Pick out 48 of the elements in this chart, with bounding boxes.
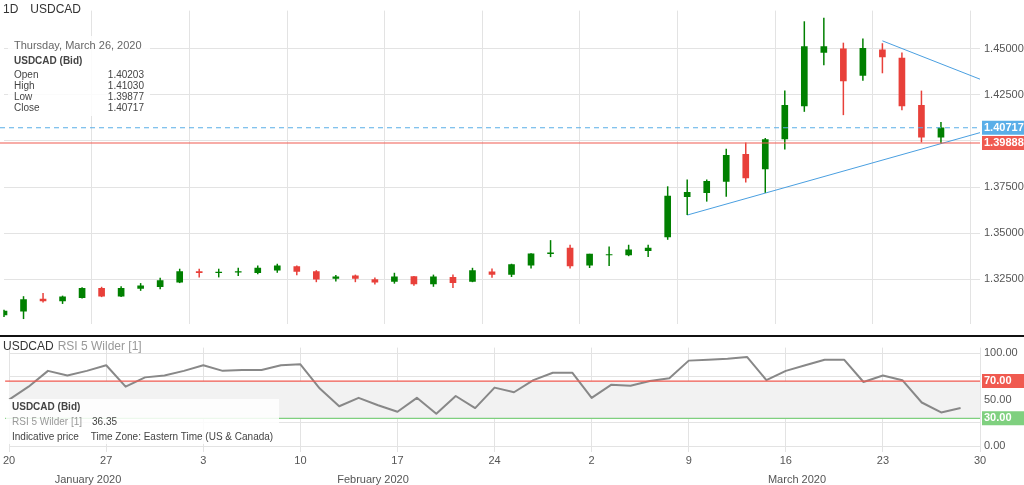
text: February 2020 — [337, 473, 409, 485]
x-tick-label: 17 — [391, 454, 404, 467]
annotation: RSI 5 Wilder [1] — [12, 416, 83, 427]
y-tick-label: 0.00 — [984, 439, 1006, 452]
x-tick-label: 30 — [973, 454, 987, 467]
y-tick-label: 1.45000 — [984, 41, 1024, 54]
x-tick-label: 27 — [100, 454, 113, 467]
annotation: USDCAD (Bid) — [14, 55, 84, 66]
ref-line-label: 30.00 — [984, 411, 1012, 424]
chart-subtitle: USDCAD — [30, 2, 82, 16]
chart-title: USDCAD — [3, 339, 54, 353]
x-tick-label: 20 — [2, 454, 16, 467]
x-tick-label: 2 — [588, 454, 595, 467]
y-tick-label: 50.00 — [984, 392, 1012, 405]
x-tick-label: 23 — [876, 454, 890, 467]
text: March 2020 — [767, 473, 827, 485]
annotation: 1.40717 — [106, 102, 144, 113]
x-tick-label: 10 — [294, 454, 307, 467]
x-tick-label: 9 — [685, 454, 692, 467]
annotation: USDCAD (Bid) — [12, 401, 82, 412]
chart-title: 1D — [3, 2, 19, 16]
candlestick — [234, 267, 242, 277]
candlestick — [800, 20, 808, 113]
annotation: Low — [14, 91, 33, 102]
x-tick-label: 24 — [488, 454, 501, 467]
text: January 2020 — [54, 473, 122, 485]
annotation: Close — [14, 102, 41, 113]
annotation: High — [14, 80, 35, 91]
chart-subtitle: RSI 5 Wilder [1] — [57, 339, 142, 353]
x-tick-label: 3 — [200, 454, 207, 467]
y-tick-label: 1.37500 — [984, 180, 1024, 193]
annotation: 36.35 — [92, 416, 118, 427]
y-tick-label: 1.35000 — [984, 226, 1024, 239]
ref-line-label: 1.40717 — [984, 120, 1024, 133]
annotation: 1.40203 — [106, 69, 144, 80]
y-tick-label: 100.00 — [984, 346, 1018, 359]
ref-line-label: 70.00 — [984, 374, 1012, 387]
annotation: 1.39877 — [106, 91, 144, 102]
x-tick-label: 16 — [779, 454, 792, 467]
candlestick — [840, 41, 847, 116]
y-tick-label: 1.42500 — [984, 87, 1024, 100]
annotation: Indicative price — [12, 431, 79, 442]
annotation: Thursday, March 26, 2020 — [14, 39, 143, 51]
annotation: Time Zone: Eastern Time (US & Canada) — [90, 431, 274, 442]
y-tick-label: 1.32500 — [984, 272, 1024, 285]
ref-line-label: 1.39888 — [984, 136, 1024, 149]
annotation: Open — [14, 69, 40, 80]
annotation: 1.41030 — [106, 80, 144, 91]
